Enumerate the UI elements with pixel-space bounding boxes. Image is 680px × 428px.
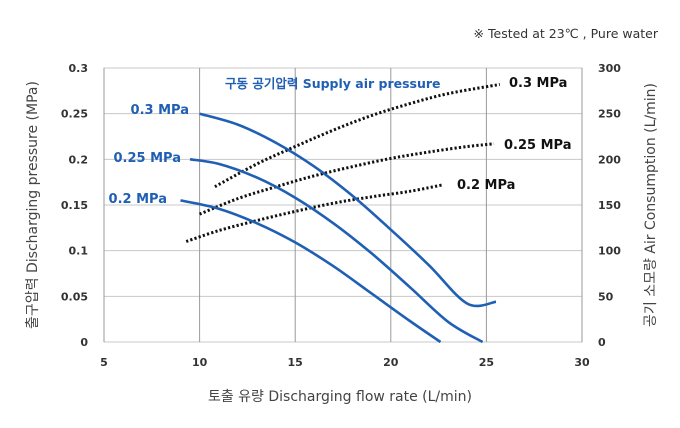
x-axis-title: 토출 유량 Discharging flow rate (L/min)	[208, 389, 472, 405]
air-consumption-series	[185, 82, 501, 243]
y2-tick-label: 300	[598, 62, 621, 75]
y2-tick-label: 0	[598, 336, 606, 349]
y-tick-label: 0.25	[61, 108, 88, 121]
y-axis-title: 출구압력 Discharging pressure (MPa)	[25, 81, 41, 329]
y-tick-label: 0.2	[69, 153, 89, 166]
x-tick-label: 5	[100, 356, 108, 369]
series-labels: 0.3 MPa 0.25 MPa 0.2 MPa 0.3 MPa 0.25 MPa 0.2…	[109, 76, 572, 207]
pressure-series-0	[199, 112, 497, 308]
grid	[103, 67, 583, 343]
pressure-series-label: 0.2 MPa	[109, 192, 167, 207]
air-series-label: 0.2 MPa	[457, 178, 515, 193]
air-series-label: 0.25 MPa	[504, 138, 572, 153]
supply-air-pressure-label: 구동 공기압력 Supply air pressure	[225, 76, 441, 91]
y2-tick-label: 250	[598, 108, 621, 121]
x-tick-label: 20	[383, 356, 399, 369]
pressure-series-1	[189, 158, 484, 344]
x-tick-labels: 5 10 15 20 25 30	[100, 356, 590, 369]
y-tick-label: 0.05	[61, 290, 88, 303]
air-series-0	[214, 82, 501, 189]
x-tick-label: 10	[192, 356, 208, 369]
y2-tick-label: 150	[598, 199, 621, 212]
y2-tick-label: 100	[598, 245, 621, 258]
air-series-1	[199, 142, 495, 216]
pressure-series	[180, 112, 497, 344]
y-tick-label: 0.3	[69, 62, 89, 75]
pressure-series-label: 0.25 MPa	[114, 151, 182, 166]
air-series-label: 0.3 MPa	[509, 76, 567, 91]
y2-tick-label: 50	[598, 290, 614, 303]
y2-tick-label: 200	[598, 153, 621, 166]
x-tick-label: 25	[479, 356, 494, 369]
y-tick-label: 0.1	[69, 245, 89, 258]
x-tick-label: 15	[288, 356, 303, 369]
x-tick-label: 30	[574, 356, 590, 369]
test-note: ※ Tested at 23℃ , Pure water	[474, 26, 659, 41]
pressure-series-2	[180, 199, 442, 344]
air-series-2	[185, 183, 443, 243]
pressure-series-label: 0.3 MPa	[131, 103, 189, 118]
y-tick-label: 0.15	[61, 199, 88, 212]
y-tick-labels: 0 0.05 0.1 0.15 0.2 0.25 0.3	[61, 62, 88, 349]
y2-tick-labels: 0 50 100 150 200 250 300	[598, 62, 621, 349]
y-tick-label: 0	[80, 336, 88, 349]
y2-axis-title: 공기 소모량 Air Consumption (L/min)	[643, 83, 659, 327]
